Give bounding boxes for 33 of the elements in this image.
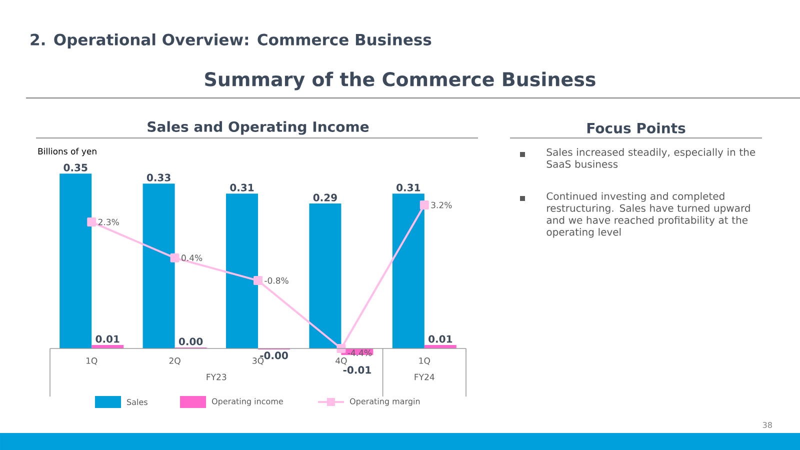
x-tick-label: 1Q <box>419 358 430 365</box>
text: Summary of the Commerce Business <box>205 72 596 90</box>
text: FY23 <box>206 374 226 380</box>
x-tick-label: 2Q <box>169 358 180 365</box>
text: FY24 <box>414 374 434 380</box>
data-label: 0.29 <box>313 194 337 202</box>
data-label: 0.31 <box>396 184 420 192</box>
chart-title: Sales and Operating Income <box>148 121 369 135</box>
text: 2. Operational Overview: Commerce Business <box>30 33 432 48</box>
data-label: 0.33 <box>146 174 170 182</box>
legend-label: Operating margin <box>350 398 420 406</box>
x-tick-label: 1Q <box>86 358 98 365</box>
data-label: 0.01 <box>428 335 452 343</box>
text: Continued investing and completed restructuring. Sales have turned upward and we have reached profitability at the operating level <box>546 192 750 238</box>
data-label: 0.01 <box>96 335 120 343</box>
data-label: 0.35 <box>64 164 88 172</box>
data-label: 0.00 <box>178 338 203 346</box>
data-label: -0.00 <box>260 352 288 360</box>
y-axis-title: Billions of yen <box>38 148 96 156</box>
x-tick-label: 4Q <box>336 358 347 365</box>
text: 38 <box>762 422 772 428</box>
data-label: -0.01 <box>343 366 371 374</box>
data-label: 2.3% <box>98 218 119 226</box>
data-label: -0.8% <box>264 277 288 284</box>
data-label: 3.2% <box>431 202 452 208</box>
data-label: 0.4% <box>182 254 202 262</box>
legend-label: Sales <box>127 398 148 406</box>
x-tick-label: 3Q <box>252 358 264 365</box>
data-label: -4.4% <box>348 350 372 356</box>
text: Focus Points <box>587 122 686 134</box>
text: Sales increased steadily, especially in the SaaS business <box>546 148 756 168</box>
data-label: 0.31 <box>230 184 254 192</box>
legend-label: Operating income <box>212 398 283 406</box>
